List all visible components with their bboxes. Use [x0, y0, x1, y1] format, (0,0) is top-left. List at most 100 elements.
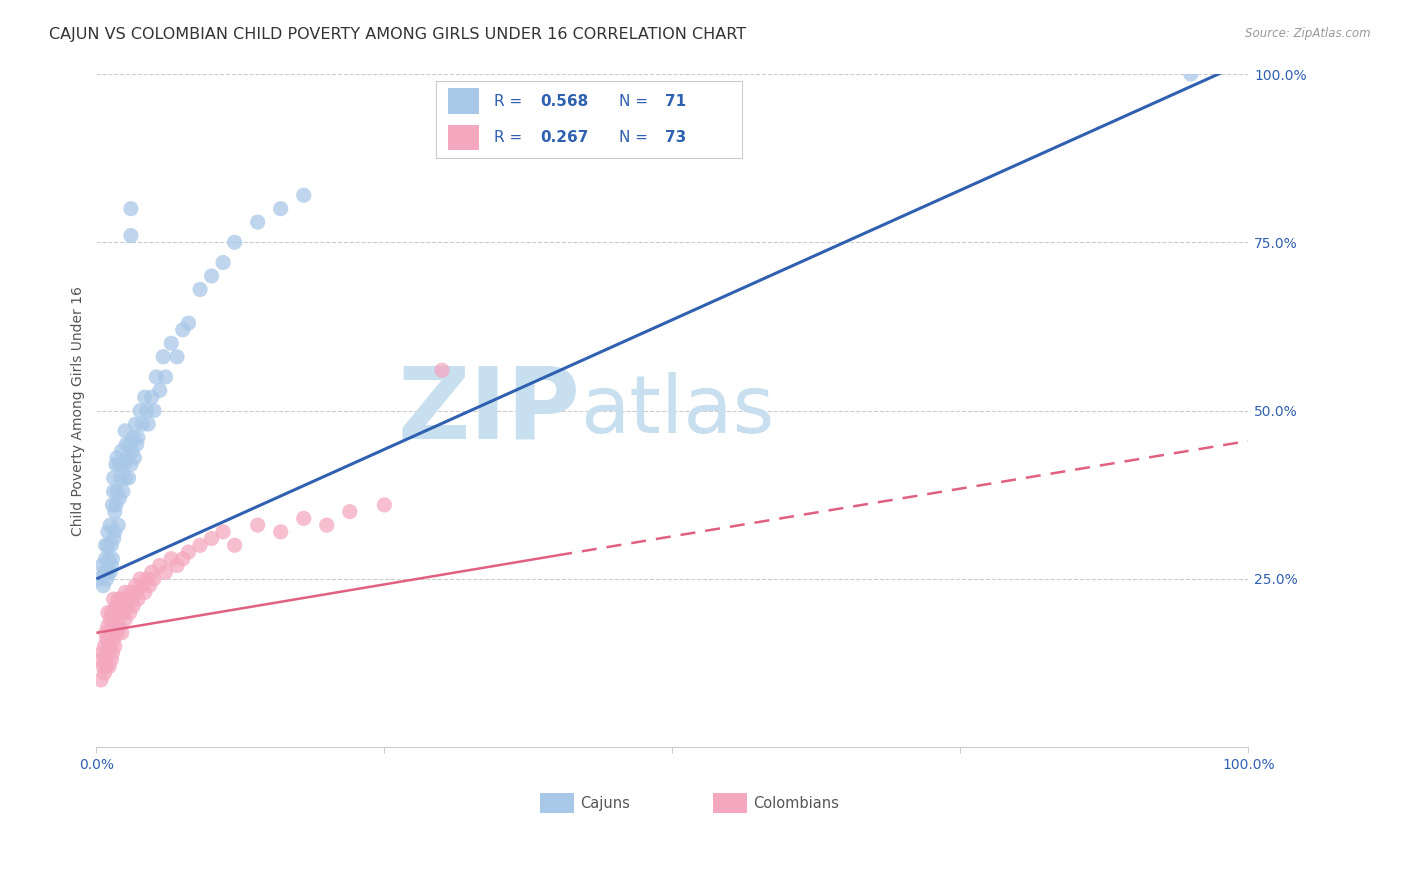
Point — [270, 524, 292, 539]
Point — [103, 484, 125, 499]
Point — [172, 323, 194, 337]
Point — [104, 640, 127, 654]
Point — [104, 599, 127, 613]
Point — [125, 585, 148, 599]
Text: atlas: atlas — [581, 372, 775, 450]
Point — [124, 417, 146, 431]
Point — [149, 558, 172, 573]
Point — [270, 202, 292, 216]
Point — [103, 532, 125, 546]
Point — [94, 653, 117, 667]
Point — [94, 551, 117, 566]
Point — [115, 437, 138, 451]
Point — [100, 558, 122, 573]
Point — [134, 585, 156, 599]
Point — [114, 424, 136, 438]
Point — [101, 646, 124, 660]
Point — [114, 585, 136, 599]
Point — [200, 268, 222, 283]
Point — [108, 458, 131, 472]
Point — [122, 599, 145, 613]
Point — [104, 524, 127, 539]
Point — [155, 565, 177, 579]
Point — [131, 579, 153, 593]
Point — [100, 606, 122, 620]
Point — [127, 431, 149, 445]
Point — [104, 498, 127, 512]
Point — [91, 646, 114, 660]
Point — [166, 350, 188, 364]
Point — [101, 551, 124, 566]
Point — [145, 370, 167, 384]
Point — [103, 592, 125, 607]
Point — [101, 498, 124, 512]
Point — [120, 228, 142, 243]
Point — [177, 545, 200, 559]
Point — [124, 579, 146, 593]
Point — [94, 625, 117, 640]
Point — [224, 538, 246, 552]
Point — [93, 666, 115, 681]
Point — [117, 471, 139, 485]
Y-axis label: Child Poverty Among Girls Under 16: Child Poverty Among Girls Under 16 — [72, 285, 86, 535]
Point — [98, 518, 121, 533]
Point — [120, 202, 142, 216]
Point — [121, 592, 143, 607]
Point — [97, 524, 120, 539]
Point — [117, 450, 139, 465]
Point — [114, 612, 136, 626]
Point — [212, 255, 235, 269]
Point — [127, 592, 149, 607]
Point — [110, 592, 132, 607]
Point — [129, 403, 152, 417]
Point — [98, 551, 121, 566]
Point — [108, 619, 131, 633]
Point — [117, 599, 139, 613]
Point — [105, 625, 128, 640]
Point — [155, 370, 177, 384]
Point — [142, 572, 165, 586]
Point — [93, 565, 115, 579]
Point — [1180, 67, 1202, 81]
Point — [96, 632, 118, 647]
Point — [115, 592, 138, 607]
Point — [103, 471, 125, 485]
Point — [100, 653, 122, 667]
Point — [98, 632, 121, 647]
Point — [108, 606, 131, 620]
Point — [93, 640, 115, 654]
Point — [141, 390, 163, 404]
Point — [136, 417, 159, 431]
Point — [97, 565, 120, 579]
FancyBboxPatch shape — [713, 793, 748, 814]
Point — [142, 403, 165, 417]
Point — [315, 518, 337, 533]
Point — [136, 572, 159, 586]
Point — [103, 606, 125, 620]
Point — [129, 572, 152, 586]
Point — [100, 538, 122, 552]
Point — [172, 551, 194, 566]
Point — [373, 498, 395, 512]
Point — [246, 518, 269, 533]
Point — [149, 384, 172, 398]
Point — [98, 640, 121, 654]
Point — [108, 491, 131, 505]
Point — [121, 444, 143, 458]
Point — [107, 592, 129, 607]
Point — [91, 659, 114, 673]
Point — [98, 565, 121, 579]
Point — [212, 524, 235, 539]
Point — [98, 612, 121, 626]
Point — [120, 458, 142, 472]
Point — [97, 619, 120, 633]
Point — [112, 458, 135, 472]
Point — [89, 653, 111, 667]
Point — [96, 659, 118, 673]
Point — [104, 619, 127, 633]
Point — [118, 606, 141, 620]
Point — [91, 579, 114, 593]
Point — [89, 572, 111, 586]
Point — [96, 572, 118, 586]
Text: Colombians: Colombians — [754, 796, 839, 811]
